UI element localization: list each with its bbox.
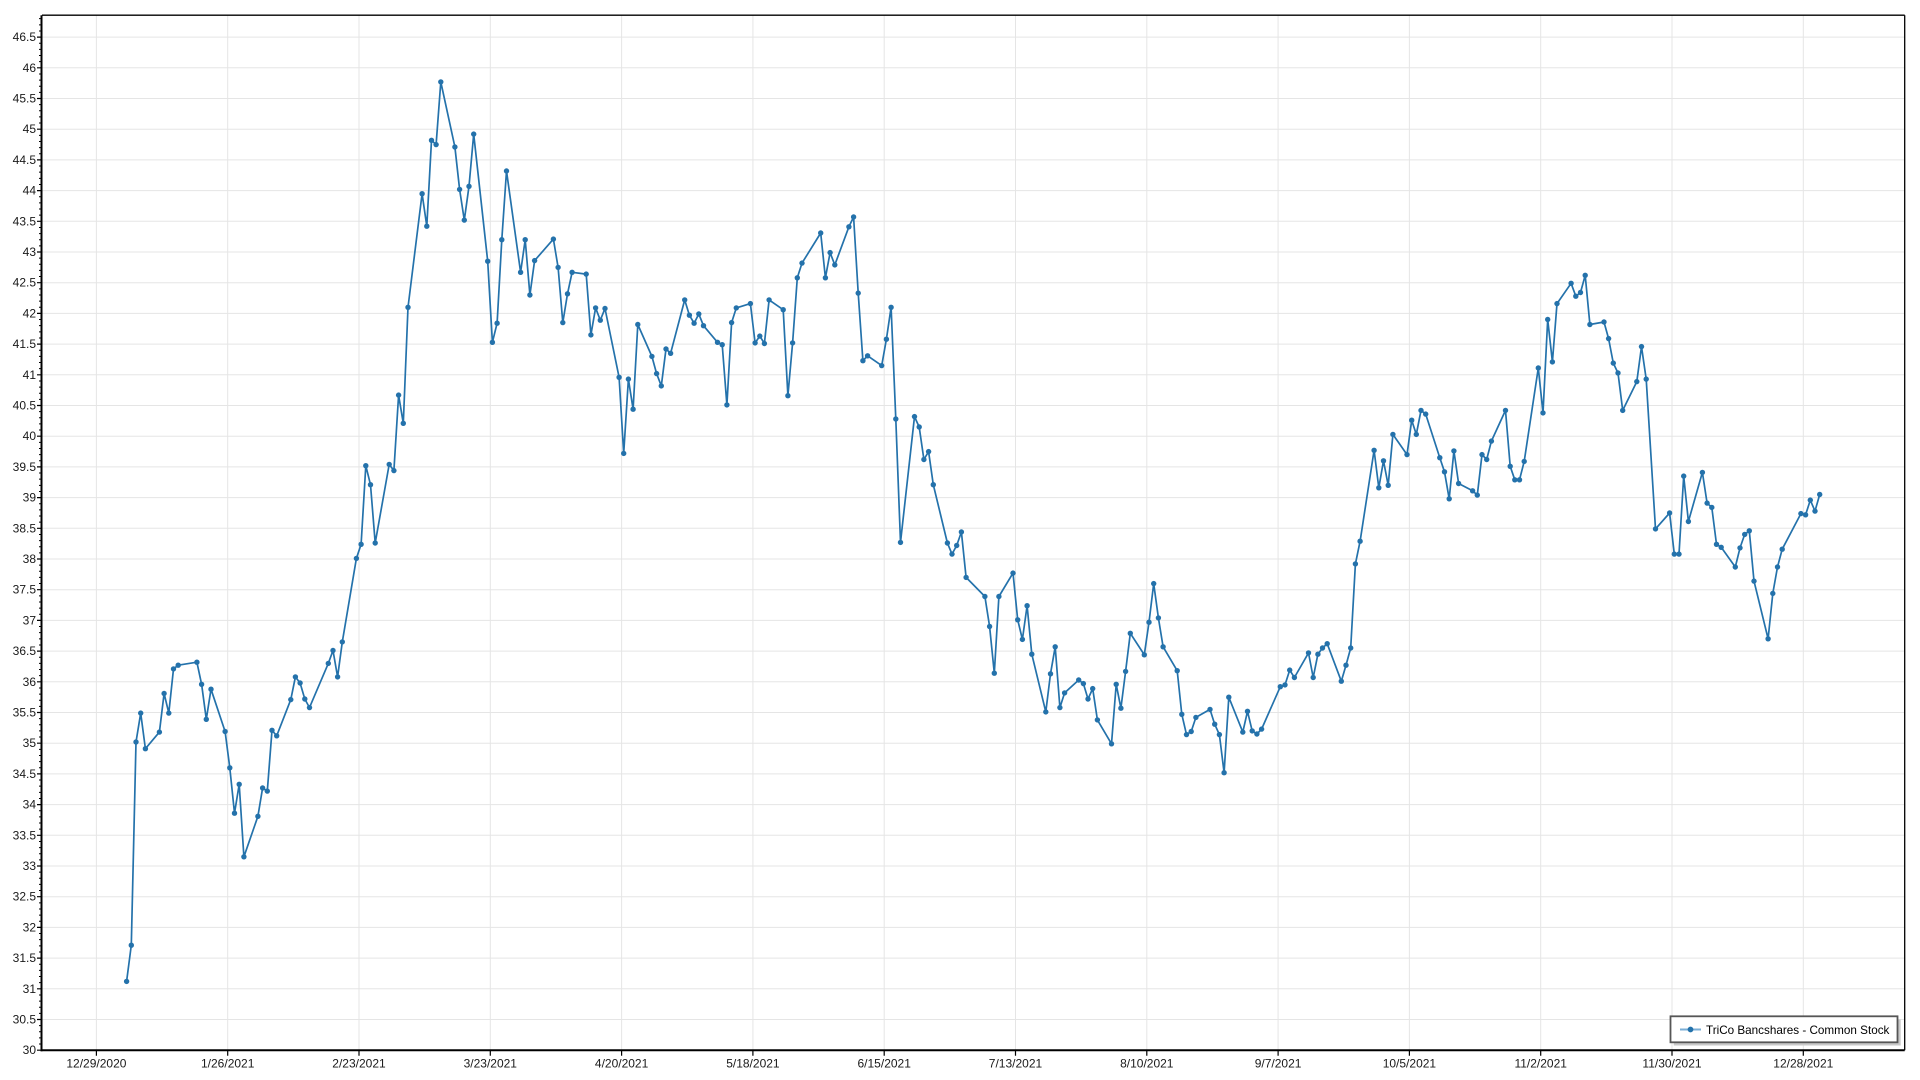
svg-text:38: 38: [23, 552, 37, 566]
svg-text:35.5: 35.5: [13, 706, 37, 720]
svg-text:39.5: 39.5: [13, 460, 37, 474]
svg-text:30.5: 30.5: [13, 1013, 37, 1027]
svg-text:46: 46: [23, 61, 37, 75]
svg-text:37.5: 37.5: [13, 583, 37, 597]
svg-text:1/26/2021: 1/26/2021: [201, 1057, 255, 1071]
svg-text:33: 33: [23, 859, 37, 873]
svg-text:32: 32: [23, 920, 37, 934]
svg-text:31: 31: [23, 982, 37, 996]
svg-text:8/10/2021: 8/10/2021: [1120, 1057, 1174, 1071]
svg-text:44: 44: [23, 184, 37, 198]
svg-text:43.5: 43.5: [13, 214, 37, 228]
svg-text:43: 43: [23, 245, 37, 259]
svg-text:41: 41: [23, 368, 37, 382]
svg-text:42: 42: [23, 306, 37, 320]
svg-text:12/29/2020: 12/29/2020: [66, 1057, 126, 1071]
svg-text:36: 36: [23, 675, 37, 689]
svg-text:32.5: 32.5: [13, 890, 37, 904]
svg-text:4/20/2021: 4/20/2021: [595, 1057, 649, 1071]
svg-text:34: 34: [23, 798, 37, 812]
svg-text:11/2/2021: 11/2/2021: [1514, 1057, 1567, 1071]
svg-text:40: 40: [23, 429, 37, 443]
svg-text:37: 37: [23, 613, 37, 627]
svg-text:12/28/2021: 12/28/2021: [1773, 1057, 1833, 1071]
svg-text:33.5: 33.5: [13, 828, 37, 842]
svg-text:41.5: 41.5: [13, 337, 37, 351]
svg-text:9/7/2021: 9/7/2021: [1255, 1057, 1302, 1071]
svg-text:TriCo Bancshares - Common Stoc: TriCo Bancshares - Common Stock: [1706, 1024, 1890, 1037]
svg-text:31.5: 31.5: [13, 951, 37, 965]
svg-text:2/23/2021: 2/23/2021: [332, 1057, 386, 1071]
svg-text:42.5: 42.5: [13, 276, 37, 290]
svg-text:6/15/2021: 6/15/2021: [858, 1057, 912, 1071]
svg-text:44.5: 44.5: [13, 153, 37, 167]
svg-text:40.5: 40.5: [13, 399, 37, 413]
svg-text:3/23/2021: 3/23/2021: [464, 1057, 518, 1071]
svg-text:34.5: 34.5: [13, 767, 37, 781]
svg-text:45.5: 45.5: [13, 92, 37, 106]
svg-text:35: 35: [23, 736, 37, 750]
svg-text:45: 45: [23, 122, 37, 136]
svg-text:7/13/2021: 7/13/2021: [989, 1057, 1043, 1071]
svg-text:46.5: 46.5: [13, 30, 37, 44]
svg-text:38.5: 38.5: [13, 521, 37, 535]
svg-text:39: 39: [23, 491, 37, 505]
svg-text:11/30/2021: 11/30/2021: [1642, 1057, 1701, 1071]
svg-text:5/18/2021: 5/18/2021: [726, 1057, 780, 1071]
svg-text:10/5/2021: 10/5/2021: [1383, 1057, 1437, 1071]
svg-text:30: 30: [23, 1043, 37, 1057]
svg-text:36.5: 36.5: [13, 644, 37, 658]
